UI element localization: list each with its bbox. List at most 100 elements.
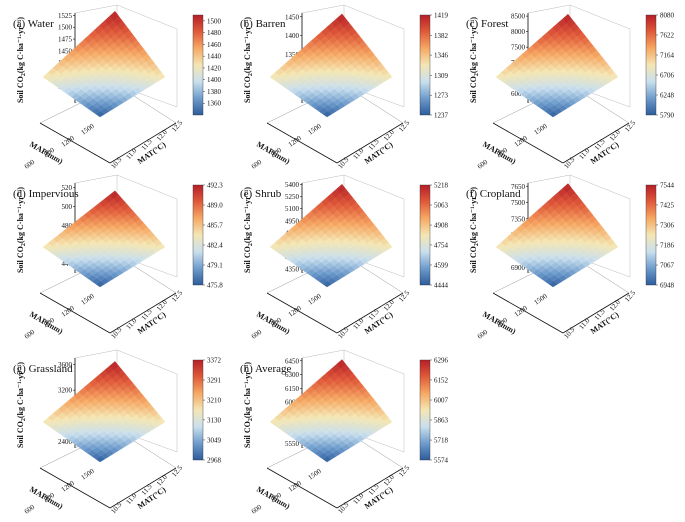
z-tick-label: 7350 [511,215,526,223]
colorbar-tick-label: 5718 [434,437,449,445]
box-edge [74,4,118,14]
box-edge [74,174,118,184]
colorbar-tick-label: 3291 [207,377,222,385]
z-axis-title-main: Soil CO [16,246,25,273]
colorbar-tick-label: 6296 [434,357,449,365]
colorbar-tick-label: 5574 [434,457,449,465]
colorbar-tick-label: 3130 [207,416,222,424]
z-tick-label: 6300 [285,371,300,379]
map-tick-label: 1500 [533,292,549,307]
z-tick-label: 480 [62,222,73,230]
z-axis-title: Soil CO2(kg C·ha⁻¹·yr⁻¹) [243,362,254,448]
z-tick-label: 5550 [285,440,300,448]
map-axis-line [266,467,338,509]
colorbar-tick-label: 3372 [207,357,222,365]
z-axis-title-unit: (kg C·ha⁻¹·yr⁻¹) [243,17,252,73]
map-tick-label: 1500 [307,122,323,137]
colorbar-tick-label: 1309 [434,72,449,80]
colorbar-tick-label: 7306 [660,221,675,229]
colorbar-tick-label: 475.8 [207,282,223,290]
colorbar-tick-label: 6248 [660,92,675,100]
z-tick-label: 5400 [285,181,300,189]
z-tick-label: 7500 [511,44,526,52]
z-axis-title: Soil CO2(kg C·ha⁻¹·yr⁻¹) [469,187,480,273]
mat-tick-label: 10.5 [109,500,123,515]
colorbar-tick-label: 1360 [207,100,222,108]
panel-title: (e) Shrub [240,188,282,200]
z-tick-label: 6000 [511,90,526,98]
colorbar-tick-label: 7164 [660,52,675,60]
colorbar [192,359,204,461]
z-tick-label: 4350 [285,265,300,273]
box-edge [301,4,345,14]
surface-panel: 690070507200735075007650Soil CO2(kg C·ha… [466,174,675,341]
colorbar [192,184,204,286]
z-axis-title-sub: 2 [474,73,480,76]
z-axis-title: Soil CO2(kg C·ha⁻¹·yr⁻¹) [16,187,27,273]
map-tick-label: 1500 [307,292,323,307]
surface-panel: 1300135014001450Soil CO2(kg C·ha⁻¹·yr⁻¹)… [240,4,449,171]
surface-mesh [269,359,393,463]
z-axis-title: Soil CO2(kg C·ha⁻¹·yr⁻¹) [16,362,27,448]
z-tick-label: 8500 [511,13,526,21]
map-tick-label: 1500 [307,467,323,482]
map-axis-line [266,292,338,334]
z-tick-label: 2400 [58,438,73,446]
mat-axis-line [336,122,404,164]
box-edge [527,174,571,184]
mat-axis-line [109,467,177,509]
map-axis-line [39,122,111,164]
z-tick-label: 520 [62,184,73,192]
z-axis-title-main: Soil CO [469,76,478,103]
surface-cell [336,359,346,369]
box-edge [527,4,571,14]
mat-tick-label: 10.5 [109,325,123,340]
map-tick-label: 1500 [533,122,549,137]
box-edge [116,174,178,200]
map-tick-label: 600 [250,158,264,171]
colorbar-tick-label: 7186 [660,242,675,250]
z-tick-label: 4950 [285,217,300,225]
map-axis-line [266,122,338,164]
colorbar-tick-label: 5790 [660,112,675,120]
z-tick-label: 6450 [285,357,300,365]
z-axis-title: Soil CO2(kg C·ha⁻¹·yr⁻¹) [469,17,480,103]
colorbar-tick-label: 7067 [660,262,675,270]
surface-mesh [269,183,393,288]
colorbar-tick-label: 1237 [434,112,449,120]
colorbar-tick-label: 6152 [434,376,449,384]
colorbar-tick-label: 1480 [207,29,222,37]
colorbar-tick-label: 5863 [434,416,449,424]
colorbar-tick-label: 5063 [434,202,449,210]
colorbar-tick-label: 1440 [207,53,222,61]
surface-cell [109,190,119,199]
box-edge [301,174,345,184]
mat-axis-line [562,292,630,334]
surface-cell [109,361,119,371]
colorbar-tick-label: 4599 [434,261,449,269]
colorbar-tick-label: 1346 [434,52,449,60]
mat-tick-label: 10.5 [562,155,576,170]
z-tick-label: 1350 [285,51,300,59]
z-axis-title: Soil CO2(kg C·ha⁻¹·yr⁻¹) [243,187,254,273]
box-edge [301,349,345,359]
mat-tick-label: 10.5 [109,155,123,170]
surface-mesh [269,13,393,118]
colorbar-tick-label: 492.3 [207,182,223,190]
z-tick-label: 1475 [58,36,73,44]
z-axis-title-sub: 2 [248,418,254,421]
colorbar-tick-label: 3210 [207,397,222,405]
mat-axis-line [562,122,630,164]
map-axis-line [39,467,111,509]
map-tick-label: 600 [23,503,37,516]
surface-cell [109,10,119,21]
map-axis-line [39,292,111,334]
mat-tick-label: 10.5 [336,500,350,515]
surface-cell [336,13,346,24]
map-tick-label: 1500 [80,122,96,137]
surface-panel: 5550570058506000615063006450Soil CO2(kg … [240,349,449,516]
colorbar [419,359,431,461]
z-axis-title-main: Soil CO [243,246,252,273]
map-tick-label: 600 [23,158,37,171]
